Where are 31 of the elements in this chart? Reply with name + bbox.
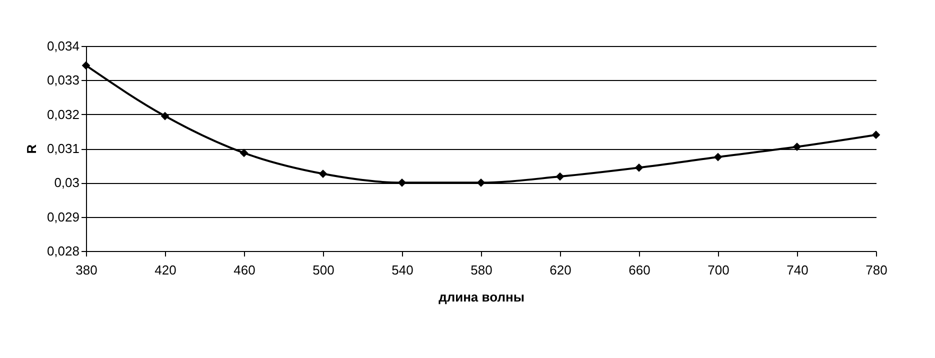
y-tick-label: 0,031 (46, 141, 80, 156)
point (398, 178, 406, 187)
x-tick-label: 780 (866, 262, 888, 278)
x-tick-label: 660 (628, 262, 650, 278)
point (240, 148, 248, 158)
point (556, 172, 564, 181)
y-tick-label: 0,028 (46, 244, 80, 258)
x-tick-label: 540 (392, 262, 414, 278)
y-tick-label: 0,029 (46, 209, 80, 224)
x-tick-label: 420 (154, 262, 176, 278)
point (872, 130, 880, 140)
x-tick-label: 700 (708, 262, 730, 278)
y-tick-label: 0,033 (46, 72, 80, 88)
point (634, 163, 644, 172)
x-tick-label: 620 (550, 262, 572, 278)
y-tick-label: 0,032 (46, 106, 80, 122)
x-tick-label: 380 (76, 262, 98, 278)
x-tick-label: 500 (312, 262, 334, 278)
point (792, 142, 802, 151)
y-tick-label: 0,03 (54, 175, 80, 190)
x-tick-label: 580 (470, 262, 492, 278)
point (82, 61, 90, 70)
x-tick-label: 460 (234, 262, 256, 278)
point (160, 112, 170, 120)
point (318, 170, 328, 178)
point (476, 178, 486, 187)
y-axis-title: R (24, 144, 39, 154)
x-axis-title: длина волны (438, 290, 524, 304)
x-tick-label: 740 (786, 262, 808, 278)
y-tick-label: 0,034 (46, 38, 80, 54)
point (714, 152, 722, 162)
